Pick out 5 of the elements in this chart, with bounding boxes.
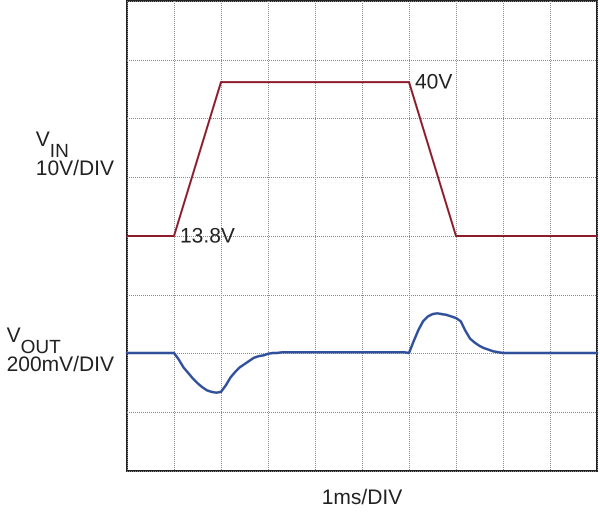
x-axis-title: 1ms/DIV: [322, 486, 402, 509]
y-axis-title: VIN 10V/DIV: [36, 128, 114, 180]
data-label: 40V: [415, 70, 452, 94]
data-label: 13.8V: [180, 224, 235, 248]
y-axis-title: VOUT 200mV/DIV: [6, 324, 114, 376]
